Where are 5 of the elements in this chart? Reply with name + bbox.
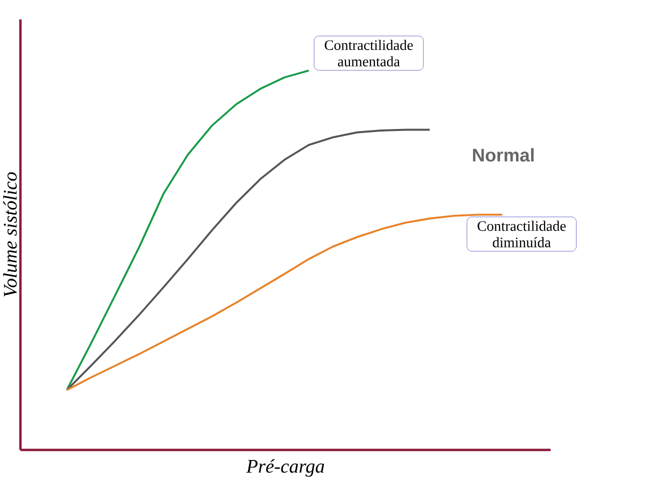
y-axis-title: Volume sistólico: [3, 172, 17, 296]
x-axis-title: Pré-carga: [246, 459, 324, 477]
series-label: Contractilidade aumentada: [324, 40, 413, 66]
series-label: Contractilidade diminuída: [478, 220, 566, 248]
text: Normal: [473, 148, 534, 162]
